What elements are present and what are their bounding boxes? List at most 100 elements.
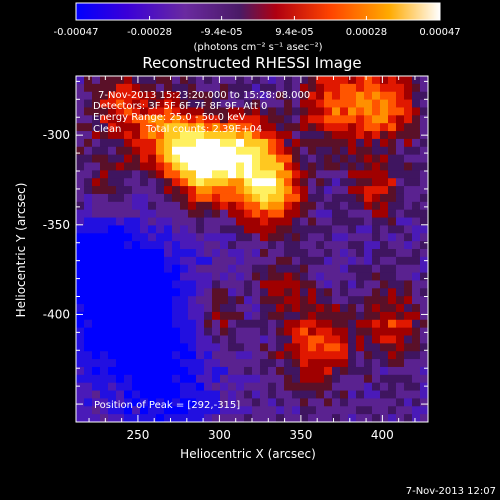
heatmap-cell <box>292 162 301 171</box>
heatmap-cell <box>116 225 125 234</box>
heatmap-cell <box>132 390 141 400</box>
heatmap-cell <box>92 335 101 344</box>
heatmap-cell <box>324 91 333 101</box>
heatmap-cell <box>140 414 149 422</box>
heatmap-cell <box>124 280 133 289</box>
heatmap-cell <box>372 390 381 400</box>
heatmap-cell <box>308 359 317 368</box>
heatmap-cell <box>172 91 181 101</box>
heatmap-cell <box>348 146 357 156</box>
heatmap-cell <box>364 76 373 85</box>
heatmap-cell <box>380 335 389 344</box>
heatmap-cell <box>348 123 357 132</box>
heatmap-cell <box>372 99 381 109</box>
heatmap-cell <box>156 366 165 376</box>
heatmap-cell <box>412 414 421 422</box>
heatmap-cell <box>364 343 373 352</box>
heatmap-cell <box>388 288 397 297</box>
heatmap-cell <box>396 311 405 321</box>
heatmap-cell <box>292 209 301 219</box>
heatmap-cell <box>220 217 229 227</box>
heatmap-cell <box>372 351 381 360</box>
heatmap-cell <box>276 264 285 274</box>
heatmap-cell <box>156 154 165 164</box>
heatmap-cell <box>252 146 261 156</box>
heatmap-cell <box>388 186 397 195</box>
heatmap-cell <box>284 209 293 219</box>
heatmap-cell <box>380 83 389 93</box>
heatmap-cell <box>84 209 93 219</box>
heatmap-cell <box>188 186 197 195</box>
heatmap-cell <box>164 390 173 400</box>
heatmap-cell <box>108 178 117 187</box>
heatmap-cell <box>196 264 205 274</box>
heatmap-cell <box>380 123 389 132</box>
heatmap-cell <box>116 146 125 156</box>
heatmap-cell <box>300 249 309 258</box>
heatmap-cell <box>76 327 85 337</box>
annotation-detectors: Detectors: 3F 5F 6F 7F 8F 9F, Att 0 <box>93 101 267 112</box>
heatmap-cell <box>132 374 141 384</box>
heatmap-cell <box>84 201 93 211</box>
chart-title: Reconstructed RHESSI Image <box>142 54 361 72</box>
heatmap-cell <box>420 304 428 313</box>
heatmap-cell <box>172 398 181 407</box>
heatmap-cell <box>356 327 365 337</box>
heatmap-cell <box>124 225 133 234</box>
heatmap-cell <box>92 280 101 289</box>
heatmap-cell <box>420 249 428 258</box>
heatmap-cell <box>292 406 301 415</box>
heatmap-cell <box>268 146 277 156</box>
heatmap-cell <box>164 398 173 407</box>
y-tick-label: -350 <box>43 218 70 232</box>
heatmap-cell <box>372 414 381 422</box>
heatmap-cell <box>228 359 237 368</box>
heatmap-cell <box>332 398 341 407</box>
heatmap-cell <box>132 351 141 360</box>
heatmap-cell <box>148 209 157 219</box>
heatmap-cell <box>316 406 325 415</box>
heatmap-cell <box>420 398 428 407</box>
heatmap-cell <box>308 398 317 407</box>
heatmap-cell <box>236 264 245 274</box>
heatmap-cell <box>260 115 269 124</box>
heatmap-cell <box>92 296 101 305</box>
heatmap-cell <box>116 241 125 250</box>
heatmap-cell <box>180 327 189 337</box>
heatmap-cell <box>316 343 325 352</box>
heatmap-cell <box>276 366 285 376</box>
heatmap-cell <box>156 225 165 234</box>
heatmap-cell <box>308 170 317 179</box>
heatmap-cell <box>76 343 85 352</box>
heatmap-cell <box>196 225 205 234</box>
heatmap-cell <box>396 233 405 242</box>
heatmap-cell <box>244 359 253 368</box>
heatmap-cell <box>164 374 173 384</box>
heatmap-cell <box>388 351 397 360</box>
y-tick-label: -300 <box>43 128 70 142</box>
heatmap-cell <box>308 280 317 289</box>
heatmap-cell <box>244 304 253 313</box>
heatmap-cell <box>180 83 189 93</box>
heatmap-cell <box>404 304 413 313</box>
heatmap-cell <box>124 193 133 203</box>
heatmap-cell <box>284 256 293 266</box>
heatmap-cell <box>172 343 181 352</box>
heatmap-cell <box>172 296 181 305</box>
heatmap-cell <box>332 335 341 344</box>
heatmap-cell <box>180 225 189 234</box>
heatmap-cell <box>164 280 173 289</box>
heatmap-cell <box>348 351 357 360</box>
heatmap-cell <box>316 319 325 329</box>
heatmap-cell <box>268 83 277 93</box>
heatmap-cell <box>372 225 381 234</box>
heatmap-cell <box>380 241 389 250</box>
heatmap-cell <box>348 319 357 329</box>
heatmap-cell <box>412 241 421 250</box>
heatmap-cell <box>212 272 221 282</box>
heatmap-cell <box>292 186 301 195</box>
heatmap-cell <box>372 335 381 344</box>
heatmap-cell <box>108 91 117 101</box>
heatmap-cell <box>380 162 389 171</box>
heatmap-cell <box>388 366 397 376</box>
